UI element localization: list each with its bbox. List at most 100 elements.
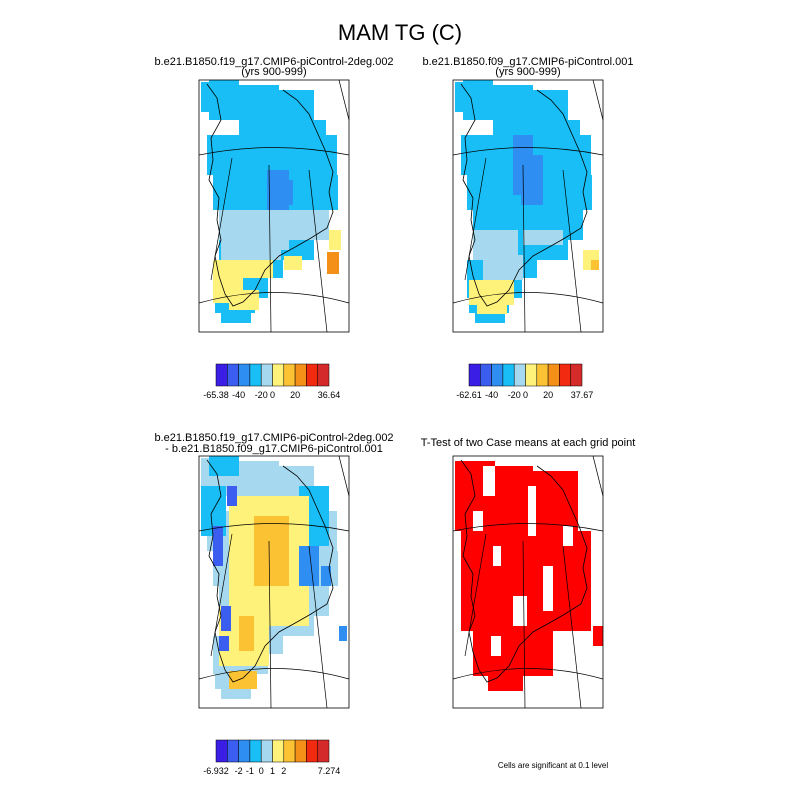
colorbar-box [525, 363, 538, 387]
colorbar-box [283, 739, 296, 763]
colorbar-box [260, 739, 273, 763]
nonsignificant-cell [473, 511, 483, 531]
field-cell [327, 252, 339, 274]
colorbar-case2: -62.61 -40 -20 0 20 37.67 [456, 363, 594, 400]
colorbar-tick-label: 20 [290, 390, 300, 400]
coastline [206, 459, 334, 683]
colorbar-tick-label: -20 [508, 390, 521, 400]
field-cell [239, 616, 254, 651]
panel-title-line1: b.e21.B1850.f09_g17.CMIP6-piControl.001 [423, 56, 634, 68]
meridian-line [562, 545, 582, 709]
coastline [460, 459, 588, 683]
colorbar-tick-label: -62.61 [456, 390, 482, 400]
map-ttest [452, 455, 604, 709]
latitude-line [198, 668, 350, 680]
field-cell [254, 516, 289, 586]
map-frame [198, 79, 350, 333]
map-frame [452, 455, 604, 709]
meridian-line [308, 169, 328, 333]
field-cell [279, 90, 314, 135]
colorbar-tick-label: -40 [485, 390, 498, 400]
meridian-line [268, 164, 272, 333]
field-cell [213, 526, 223, 566]
nonsignificant-cell [513, 596, 527, 626]
colorbar-box [283, 363, 296, 387]
field-cell [528, 180, 542, 205]
field-cell [284, 256, 302, 270]
colorbar-tick-label: -2 [235, 766, 243, 776]
figure-title: MAM TG (C) [338, 20, 462, 45]
colorbar-tick-label: 7.274 [318, 766, 341, 776]
meridian-line [522, 540, 526, 709]
field-cell [209, 80, 239, 120]
nonsignificant-cell [493, 546, 501, 566]
meridian-line [210, 533, 233, 657]
field-cell [229, 671, 257, 689]
colorbar-diff: -6.932 -2 -1 0 1 2 7.274 [203, 739, 341, 776]
field-cell [493, 85, 533, 135]
panel-title-line1: b.e21.B1850.f19_g17.CMIP6-piControl-2deg… [154, 432, 393, 444]
colorbar-box [306, 739, 318, 763]
field-cell [227, 486, 237, 506]
nonsignificant-cell [543, 566, 553, 611]
colorbar-box [306, 363, 318, 387]
nonsignificant-cell [563, 526, 573, 546]
meridian-line [464, 157, 487, 281]
latitude-line [452, 147, 604, 156]
coastline [206, 83, 334, 307]
meridian-line [464, 533, 487, 657]
colorbar-tick-label: -65.38 [203, 390, 229, 400]
panel-case2: b.e21.B1850.f09_g17.CMIP6-piControl.001 … [423, 56, 634, 400]
colorbar-box [480, 363, 492, 387]
colorbar-tick-label: 1 [270, 766, 275, 776]
colorbar-tick-label: 0 [259, 766, 264, 776]
colorbar-box [249, 739, 262, 763]
significant-cell [488, 671, 523, 691]
panel-title-line2: - b.e21.B1850.f09_g17.CMIP6-piControl.00… [165, 443, 383, 455]
panel-title-line2: (yrs 900-999) [241, 66, 306, 78]
field-cell [339, 626, 347, 641]
latitude-line [452, 523, 604, 532]
map-diff [198, 455, 350, 709]
significant-cell [473, 626, 553, 676]
field-cell [321, 566, 331, 586]
field-cell [455, 82, 463, 112]
meridian-line [592, 455, 604, 497]
colorbar-box [260, 363, 273, 387]
colorbar-box [502, 363, 515, 387]
meridian-line [592, 79, 604, 121]
field-cell [475, 313, 505, 323]
field-cell [207, 135, 337, 175]
colorbar-tick-label: -1 [246, 766, 254, 776]
field-cell [259, 230, 289, 250]
nonsignificant-cell [491, 636, 501, 656]
colorbar-box [536, 363, 549, 387]
field-cell [213, 260, 273, 278]
field-cell [201, 82, 209, 112]
colorbar-tick-label: 36.64 [318, 390, 341, 400]
colorbar-tick-label: 20 [543, 390, 553, 400]
colorbar-box [272, 739, 285, 763]
nonsignificant-cell [528, 486, 536, 536]
meridian-line [522, 164, 526, 333]
colorbar-box [215, 739, 228, 763]
colorbar-box [294, 363, 307, 387]
map-case2 [452, 79, 604, 333]
latitude-line [452, 292, 604, 304]
latitude-line [198, 147, 350, 156]
colorbar-box [294, 739, 307, 763]
colorbar-tick-label: 37.67 [571, 390, 594, 400]
latitude-line [198, 523, 350, 532]
colorbar-box [238, 739, 251, 763]
colorbar-box [215, 363, 228, 387]
colorbar-box [468, 363, 481, 387]
meridian-line [562, 169, 582, 333]
significant-cell [593, 626, 603, 646]
colorbar-box [317, 363, 330, 387]
colorbar-box [491, 363, 504, 387]
colorbar-tick-label: 0 [523, 390, 528, 400]
colorbar-box [238, 363, 251, 387]
map-case1 [198, 79, 350, 333]
map-frame [452, 79, 604, 333]
